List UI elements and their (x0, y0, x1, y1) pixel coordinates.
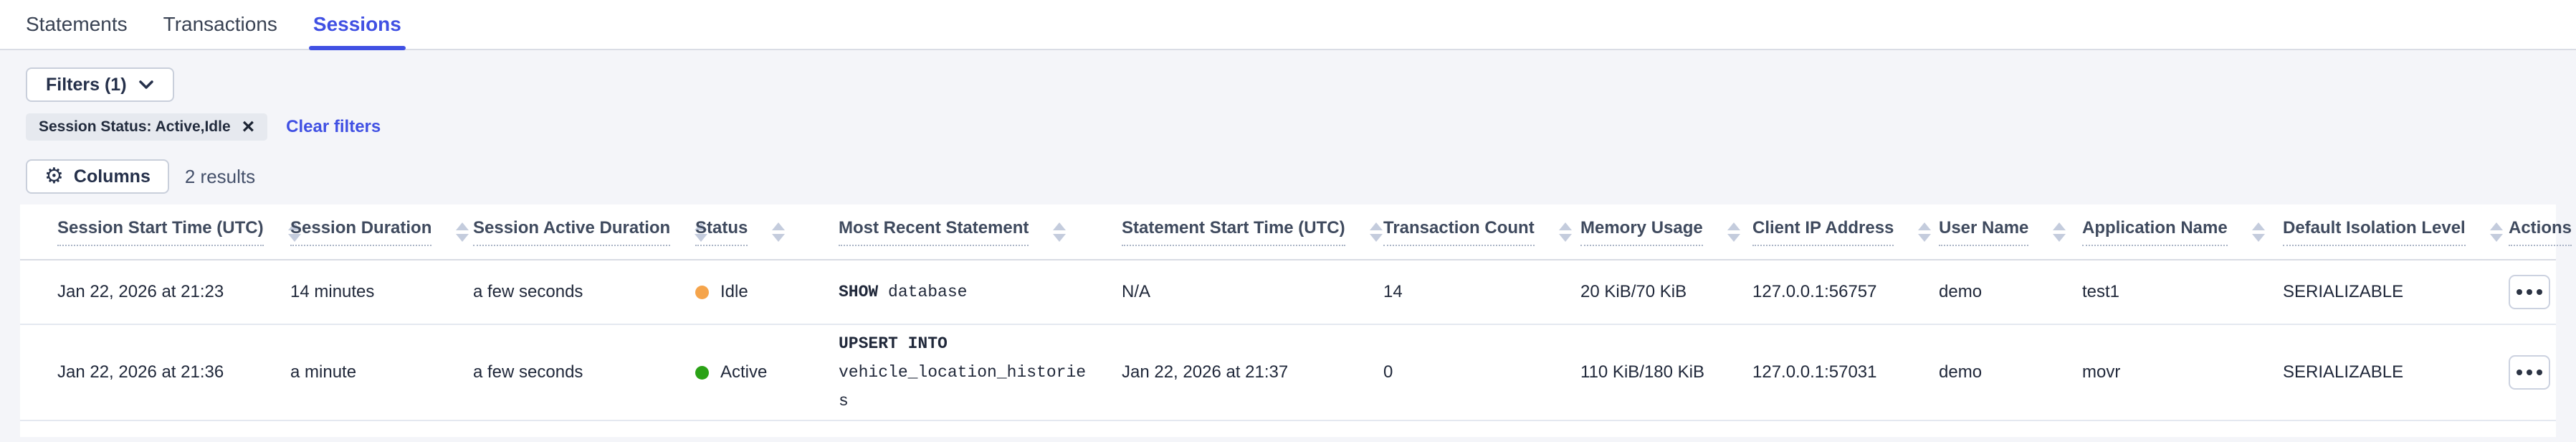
table-header-row: Session Start Time (UTC) Session Duratio… (20, 204, 2572, 260)
tab-sessions[interactable]: Sessions (308, 0, 406, 50)
col-header-application-name[interactable]: Application Name (2082, 204, 2283, 260)
cell-most-recent-statement: SHOW database (839, 260, 1122, 325)
ellipsis-icon (2517, 289, 2522, 295)
cell-client-ip: 127.0.0.1:57031 (1752, 324, 1939, 421)
clear-filters-link[interactable]: Clear filters (286, 117, 381, 136)
col-header-transaction-count[interactable]: Transaction Count (1383, 204, 1580, 260)
sort-arrows-icon (2489, 222, 2503, 242)
sort-arrows-icon (1558, 222, 1572, 242)
cell-status: Idle (695, 260, 839, 325)
cell-statement-start-time: N/A (1122, 260, 1383, 325)
cell-session-active-duration: a few seconds (473, 260, 695, 325)
cell-session-start-time: Jan 22, 2026 at 21:23 (20, 260, 290, 325)
cell-memory-usage: 110 KiB/180 KiB (1580, 324, 1752, 421)
sort-arrows-icon (1053, 222, 1067, 242)
sort-arrows-icon (287, 222, 301, 242)
sessions-table-card: Session Start Time (UTC) Session Duratio… (20, 204, 2572, 437)
sort-arrows-icon (1918, 222, 1932, 242)
col-header-memory-usage[interactable]: Memory Usage (1580, 204, 1752, 260)
sort-arrows-icon (1727, 222, 1740, 242)
cell-session-active-duration: a few seconds (473, 324, 695, 421)
status-dot-active (695, 365, 709, 380)
cell-most-recent-statement: UPSERT INTO vehicle_location_histories (839, 324, 1122, 421)
close-icon[interactable]: × (242, 115, 255, 138)
cell-statement-start-time: Jan 22, 2026 at 21:37 (1122, 324, 1383, 421)
filters-button-label: Filters (1) (46, 74, 127, 95)
sort-arrows-icon (456, 222, 469, 242)
row-actions-button[interactable] (2509, 355, 2550, 390)
col-header-status[interactable]: Status (695, 204, 839, 260)
sort-arrows-icon (1369, 222, 1383, 242)
status-dot-idle (695, 285, 709, 299)
cell-session-start-time: Jan 22, 2026 at 21:36 (20, 324, 290, 421)
col-header-statement-start-time[interactable]: Statement Start Time (UTC) (1122, 204, 1383, 260)
cell-session-duration: a minute (290, 324, 473, 421)
filter-chip-session-status: Session Status: Active,Idle × (26, 113, 268, 141)
tab-bar: Statements Transactions Sessions (0, 0, 2576, 50)
columns-button-label: Columns (73, 166, 151, 187)
col-header-session-duration[interactable]: Session Duration (290, 204, 473, 260)
filter-chip-label: Session Status: Active,Idle (39, 118, 231, 135)
col-header-session-active-duration[interactable]: Session Active Duration (473, 204, 708, 260)
cell-transaction-count: 0 (1383, 324, 1580, 421)
cell-session-duration: 14 minutes (290, 260, 473, 325)
session-row: Jan 22, 2026 at 21:36 a minute a few sec… (20, 324, 2556, 421)
cell-default-isolation-level: SERIALIZABLE (2283, 324, 2509, 421)
session-row: Jan 22, 2026 at 21:23 14 minutes a few s… (20, 260, 2556, 325)
cell-memory-usage: 20 KiB/70 KiB (1580, 260, 1752, 325)
sort-arrows-icon (695, 222, 708, 242)
cell-application-name: movr (2082, 324, 2283, 421)
row-actions-button[interactable] (2509, 275, 2550, 309)
sessions-table: Session Start Time (UTC) Session Duratio… (20, 204, 2572, 421)
filter-section: Filters (1) Session Status: Active,Idle … (0, 50, 2576, 204)
tab-statements[interactable]: Statements (26, 13, 128, 35)
cell-client-ip: 127.0.0.1:56757 (1752, 260, 1939, 325)
columns-row: ⚙ Columns 2 results (26, 159, 2550, 194)
status-label: Idle (720, 282, 748, 301)
ellipsis-icon (2517, 370, 2522, 375)
cell-status: Active (695, 324, 839, 421)
columns-button[interactable]: ⚙ Columns (26, 159, 169, 194)
filters-button[interactable]: Filters (1) (26, 67, 174, 102)
cell-default-isolation-level: SERIALIZABLE (2283, 260, 2509, 325)
col-header-client-ip[interactable]: Client IP Address (1752, 204, 1939, 260)
cell-application-name: test1 (2082, 260, 2283, 325)
gear-icon: ⚙ (44, 164, 64, 189)
col-header-actions: Actions (2509, 204, 2572, 260)
cell-user-name: demo (1939, 324, 2082, 421)
col-header-user-name[interactable]: User Name (1939, 204, 2082, 260)
active-filters-row: Session Status: Active,Idle × Clear filt… (26, 113, 2550, 141)
col-header-session-start-time[interactable]: Session Start Time (UTC) (20, 204, 301, 260)
sort-arrows-icon (2251, 222, 2265, 242)
tab-transactions[interactable]: Transactions (163, 13, 277, 35)
cell-actions (2509, 324, 2556, 421)
status-label: Active (720, 362, 768, 382)
sort-arrows-icon (2053, 222, 2066, 242)
cell-actions (2509, 260, 2556, 325)
chevron-down-icon (138, 80, 153, 89)
results-count: 2 results (184, 165, 256, 187)
col-header-default-isolation-level[interactable]: Default Isolation Level (2283, 204, 2509, 260)
col-header-most-recent-statement[interactable]: Most Recent Statement (839, 204, 1122, 260)
cell-user-name: demo (1939, 260, 2082, 325)
cell-transaction-count: 14 (1383, 260, 1580, 325)
sort-arrows-icon (772, 222, 786, 242)
